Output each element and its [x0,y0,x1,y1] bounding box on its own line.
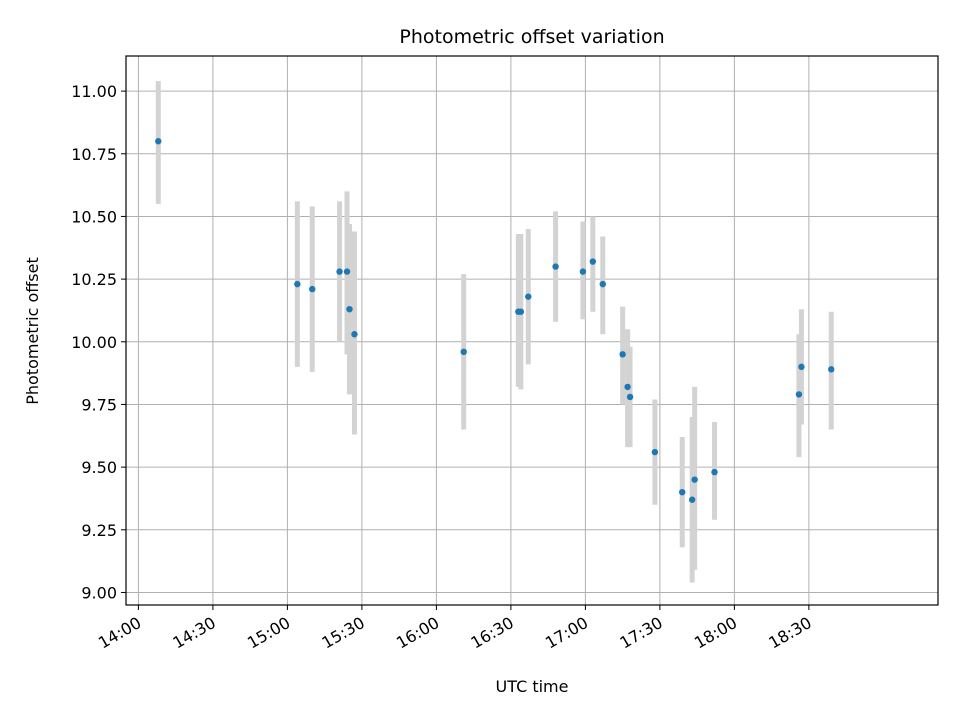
data-point [679,488,686,496]
data-point [525,293,532,300]
y-tick-label: 11.00 [71,82,117,101]
data-point [552,263,559,270]
data-point [626,393,634,401]
plot-area-frame [125,55,939,606]
data-point [517,308,525,315]
data-point [343,268,351,275]
data-point [294,280,301,288]
y-tick-label: 10.00 [71,333,117,352]
y-axis-ticks: 9.00 9.25 9.50 9.75 10.00 10.25 10.50 10.75 11.0… [71,82,126,602]
data-point [346,305,353,313]
y-tick-label: 9.75 [81,395,117,414]
y-tick-label: 9.25 [81,521,117,540]
y-tick-label: 10.50 [71,207,117,226]
x-axis-label: UTC time [496,677,569,696]
data-point [691,476,698,483]
data-point [155,138,162,145]
data-point [688,496,696,503]
data-point [828,366,835,373]
y-axis-label: Photometric offset [23,257,42,405]
data-points [155,138,835,503]
data-point [589,258,597,265]
data-point [579,268,587,275]
data-point [460,348,467,356]
chart-title: Photometric offset variation [399,26,664,48]
y-tick-label: 10.75 [71,145,117,164]
data-point [798,363,805,371]
data-point [651,448,659,456]
data-point [795,391,803,398]
y-tick-label: 9.50 [81,458,117,477]
data-point [336,268,343,275]
data-point [351,331,358,338]
data-point [711,468,718,476]
data-point [619,351,626,358]
data-point [624,383,631,391]
data-point [599,280,606,288]
data-point [309,285,316,293]
y-tick-label: 9.00 [81,583,117,602]
y-tick-label: 10.25 [71,270,117,289]
